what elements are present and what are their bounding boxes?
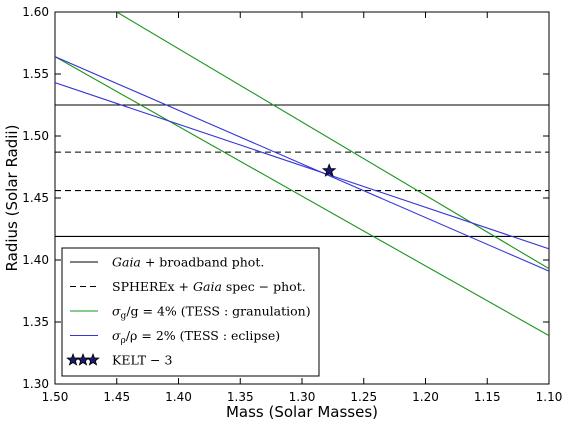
y-tick-label: 1.45: [22, 191, 49, 205]
x-tick-label: 1.45: [103, 390, 130, 404]
x-axis-label: Mass (Solar Masses): [226, 403, 378, 421]
legend-label-part: KELT − 3: [112, 353, 173, 368]
legend-label-part: spec − phot.: [222, 279, 306, 294]
series-g-g-4-tess-granulation: [55, 12, 549, 337]
legend-label-part: Gaia: [193, 279, 222, 294]
ticks-layer: 1.50 1.45 1.40 1.35 1.30 1.25 1.20 1.15 1.10 1.30…: [22, 5, 562, 404]
x-tick-label: 1.25: [350, 390, 377, 404]
series-spherex-gaia-spec-phot: [55, 151, 549, 192]
series-gaia-broadband-phot: [55, 104, 549, 237]
legend-item: σρ/ρ = 2% (TESS : eclipse): [70, 328, 280, 346]
y-tick-label: 1.40: [22, 253, 49, 267]
y-tick-label: 1.55: [22, 67, 49, 81]
series-3-line-1: [116, 12, 549, 270]
x-tick-label: 1.40: [165, 390, 192, 404]
point-kelt-3-star-marker: [321, 163, 337, 177]
legend-label: SPHEREx + Gaia spec − phot.: [112, 279, 306, 294]
y-tick-label: 1.50: [22, 129, 49, 143]
x-tick-label: 1.15: [474, 390, 501, 404]
y-tick-label: 1.60: [22, 5, 49, 19]
legend-label-part: SPHEREx +: [112, 279, 193, 294]
legend: Gaia + broadband phot. SPHEREx + Gaia spe…: [61, 247, 320, 377]
series-3-line-2: [55, 56, 549, 337]
legend-label: Gaia + broadband phot.: [112, 255, 264, 270]
legend-label-part: + broadband phot.: [141, 255, 264, 270]
legend-label: σρ/ρ = 2% (TESS : eclipse): [112, 328, 280, 346]
legend-label-part: σ: [112, 328, 121, 343]
legend-label-part: /ρ = 2% (TESS : eclipse): [126, 328, 280, 343]
legend-label-part: ρ: [121, 336, 126, 346]
series-4-line-2: [55, 82, 549, 250]
x-tick-label: 1.30: [289, 390, 316, 404]
x-tick-label: 1.20: [412, 390, 439, 404]
series-2-tess-eclipse: [55, 56, 549, 272]
legend-label-part: g: [121, 312, 127, 322]
legend-item: SPHEREx + Gaia spec − phot.: [70, 279, 306, 294]
x-tick-label: 1.10: [536, 390, 563, 404]
legend-item: Gaia + broadband phot.: [70, 255, 264, 270]
y-tick-label: 1.30: [22, 377, 49, 391]
legend-box: [61, 247, 320, 377]
legend-label-part: σ: [112, 304, 121, 319]
y-tick-label: 1.35: [22, 315, 49, 329]
x-tick-label: 1.35: [227, 390, 254, 404]
legend-label-part: Gaia: [112, 255, 141, 270]
legend-label: KELT − 3: [112, 353, 173, 368]
legend-label: σg/g = 4% (TESS : granulation): [112, 304, 311, 322]
legend-item: σg/g = 4% (TESS : granulation): [70, 304, 311, 322]
legend-item: KELT − 3: [66, 352, 173, 368]
legend-label-part: /g = 4% (TESS : granulation): [126, 304, 310, 319]
legend-star-icon: [86, 352, 100, 366]
series-layer: [55, 12, 549, 337]
series-4-line-1: [55, 56, 549, 272]
points-layer: [321, 163, 337, 177]
x-tick-label: 1.50: [42, 390, 69, 404]
y-axis-label: Radius (Solar Radii): [3, 125, 21, 272]
